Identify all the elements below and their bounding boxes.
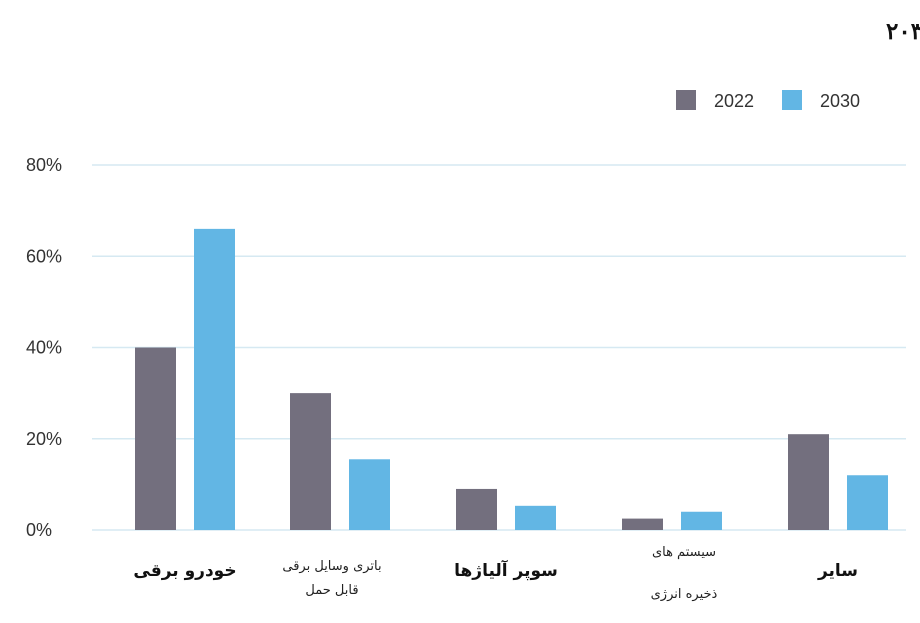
bars: [135, 228, 888, 530]
y-tick-label: 0%: [26, 520, 52, 540]
y-tick-label: 80%: [26, 155, 62, 175]
bar-2022-3: [456, 488, 497, 530]
bar-2030-1: [194, 228, 235, 530]
y-axis-ticks: 0% 20% 40% 60% 80%: [26, 155, 62, 540]
bar-2022-5: [788, 434, 829, 530]
bar-2022-1: [135, 347, 176, 530]
category-label: خودرو برقی: [133, 561, 236, 581]
chart-title: مقایسه درصد سهم بخش های مختلف در تقاضا ک…: [886, 18, 920, 46]
category-label-line: سیستم های: [652, 545, 716, 560]
x-axis-categories: خودرو برقی باتری وسایل برقی قابل حمل سوپر آ…: [133, 545, 858, 602]
bar-2030-5: [847, 475, 888, 530]
category-label-line: قابل حمل: [305, 583, 358, 598]
bar-2030-2: [349, 459, 390, 530]
legend-label-2022: 2022: [714, 91, 754, 111]
category-label: سوپر آلیاژها: [454, 559, 558, 581]
bar-2022-4: [622, 518, 663, 530]
y-tick-label: 20%: [26, 429, 62, 449]
category-label-line: باتری وسایل برقی: [282, 559, 381, 574]
y-tick-label: 40%: [26, 338, 62, 358]
bar-2022-2: [290, 393, 331, 530]
category-label: سایر: [817, 561, 858, 581]
bar-2030-4: [681, 511, 722, 530]
bar-2030-3: [515, 505, 556, 530]
legend-label-2030: 2030: [820, 91, 860, 111]
legend-swatch-2030: [782, 90, 802, 110]
y-tick-label: 60%: [26, 246, 62, 266]
legend-swatch-2022: [676, 90, 696, 110]
legend: 2022 2030: [676, 90, 860, 111]
category-label-line: ذخیره انرژی: [651, 587, 718, 602]
